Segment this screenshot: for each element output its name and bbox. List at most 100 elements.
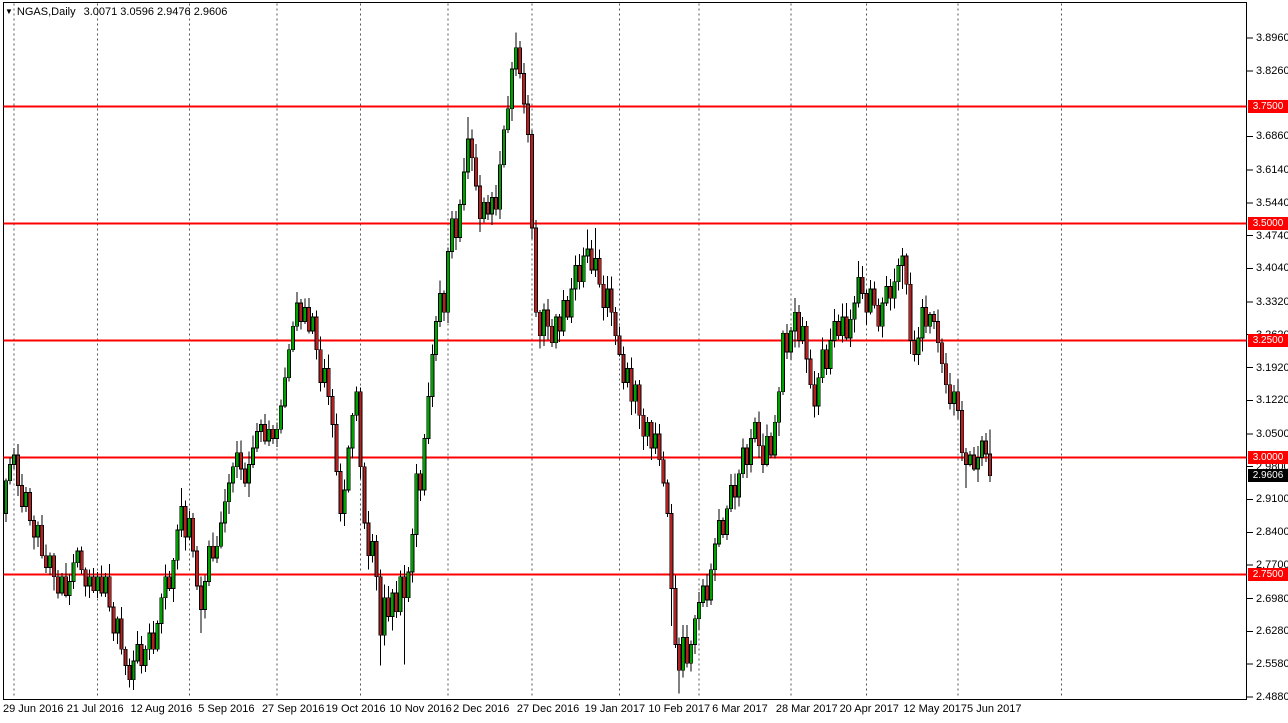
candle-body: [358, 391, 363, 468]
candle-body: [505, 108, 510, 131]
candle-body: [478, 185, 483, 220]
candle-body: [79, 550, 84, 571]
candle-body: [131, 660, 136, 681]
candle-body: [262, 424, 267, 442]
candle-body: [195, 550, 200, 587]
candle-body: [75, 550, 80, 564]
candle-body: [127, 665, 132, 681]
candle-body: [338, 471, 343, 514]
candle-body: [621, 353, 626, 383]
candle-body: [553, 316, 558, 344]
candle-body: [99, 576, 104, 594]
candle-body: [936, 321, 941, 344]
title-dropdown-arrow-icon[interactable]: ▼: [5, 7, 13, 16]
candle-body: [677, 644, 682, 671]
candle-body: [521, 73, 526, 105]
candle-body: [219, 522, 224, 547]
candle-body: [159, 597, 164, 624]
candle-body: [95, 576, 100, 592]
candle-body: [378, 576, 383, 636]
candle-body: [717, 520, 722, 545]
candle-body: [35, 524, 40, 538]
chart-title: ▼ NGAS,Daily 3.0071 3.0596 2.9476 2.9606: [5, 6, 227, 18]
candle-body: [561, 300, 566, 332]
candle-body: [760, 445, 765, 465]
candle-body: [39, 524, 44, 557]
candle-body: [725, 508, 730, 535]
candle-body: [577, 265, 582, 283]
candle-body: [856, 276, 861, 304]
candle-body: [294, 302, 299, 327]
candle-body: [784, 332, 789, 353]
candle-body: [382, 597, 387, 636]
candle-body: [972, 454, 977, 470]
candle-body: [693, 618, 698, 645]
candle-body: [27, 492, 32, 521]
candle-body: [318, 349, 323, 383]
candle-body: [274, 428, 279, 440]
candle-body: [7, 463, 12, 482]
candle-body: [115, 618, 120, 634]
candle-body: [135, 644, 140, 662]
candle-body: [840, 316, 845, 337]
candle-body: [438, 293, 443, 323]
candle-body: [517, 47, 522, 74]
candle-body: [231, 466, 236, 484]
candle-body: [613, 311, 618, 337]
candle-body: [772, 421, 777, 456]
candle-body: [362, 466, 367, 524]
candle-body: [900, 255, 905, 266]
candle-body: [768, 435, 773, 456]
candle-body: [123, 648, 128, 667]
candle-body: [828, 339, 833, 369]
candle-body: [63, 576, 68, 596]
candle-body: [948, 384, 953, 404]
candle-body: [776, 391, 781, 423]
candle-body: [549, 325, 554, 344]
candle-body: [322, 368, 327, 383]
candle-body: [748, 438, 753, 465]
candle-body: [167, 576, 172, 589]
candle-body: [290, 325, 295, 351]
chart-frame: [3, 2, 1247, 700]
candle-body: [932, 314, 937, 323]
candle-body: [824, 349, 829, 369]
candle-body: [386, 597, 391, 617]
candle-body: [446, 251, 451, 313]
candle-body: [980, 440, 985, 458]
candle-body: [215, 545, 220, 559]
candle-body: [637, 384, 642, 416]
candle-body: [334, 424, 339, 472]
candle-body: [525, 103, 530, 135]
candle-body: [191, 517, 196, 552]
candle-body: [266, 428, 271, 442]
candle-body: [912, 339, 917, 355]
candle-body: [470, 138, 475, 159]
candle-body: [645, 421, 650, 437]
candle-body: [163, 576, 168, 599]
candle-body: [721, 520, 726, 535]
candle-body: [868, 288, 873, 313]
candle-body: [71, 562, 76, 582]
candle-body: [661, 459, 666, 484]
candle-body: [243, 468, 248, 484]
candle-body: [227, 482, 232, 503]
candle-body: [350, 414, 355, 449]
candle-body: [597, 258, 602, 285]
candle-body: [91, 576, 96, 592]
candle-body: [681, 637, 686, 671]
candle-body: [302, 307, 307, 323]
candle-body: [872, 288, 877, 306]
candle-body: [968, 454, 973, 465]
candle-body: [4, 480, 9, 514]
candle-body: [254, 431, 259, 449]
candle-body: [585, 248, 590, 257]
candle-body: [278, 405, 283, 430]
candle-body: [876, 304, 881, 327]
candle-body: [490, 197, 495, 215]
candle-body: [705, 585, 710, 601]
candle-body: [892, 281, 897, 299]
candle-body: [187, 517, 192, 538]
candle-body: [987, 453, 992, 477]
